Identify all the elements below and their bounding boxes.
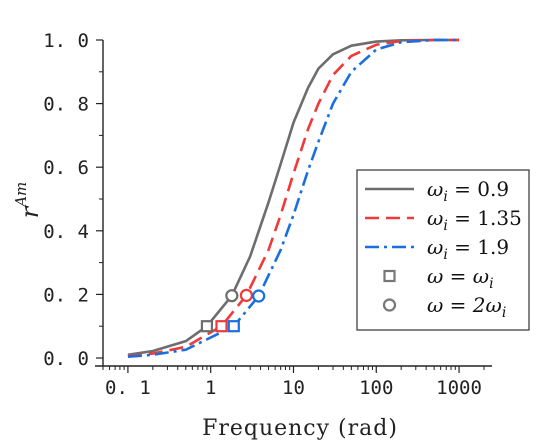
x-axis-title: Frequency (rad) [202,416,398,441]
y-tick-label: 0. 2 [43,284,89,306]
x-tick-label: 0. 1 [105,377,151,399]
y-tick-label: 0. 0 [43,348,89,370]
marker-layer [200,288,266,333]
series-line-1 [127,38,460,357]
legend-marker-square [383,269,396,283]
marker-circle-2 [239,288,254,302]
tick-layer: 0. 0 0. 2 0. 4 0. 6 0. 8 1. 0 0. 1 1 10 100 1000 [43,30,485,399]
y-tick-label: 1. 0 [43,30,89,52]
legend-marker-circle [382,298,397,312]
marker-circle-3 [252,289,266,303]
marker-circle-1 [225,289,239,303]
legend-label-3: ωi = 1.9 [427,235,509,263]
series-line-2 [127,38,460,358]
x-tick-label: 100 [359,377,393,399]
y-tick-label: 0. 8 [43,94,89,116]
marker-square-2 [215,320,228,333]
marker-square-3 [227,320,240,333]
y-tick-label: 0. 6 [43,157,89,179]
x-tick-label: 1 [205,377,216,399]
legend-label-marker-1: ω = ωi [427,264,494,292]
y-axis-title-superscript: Am [12,182,30,209]
legend-label-marker-2: ω = 2ωi [427,293,506,321]
series-layer [127,38,460,359]
series-line-3 [127,38,460,359]
y-tick-label: 0. 4 [43,221,89,243]
svg-text:rAm: rAm [12,182,44,219]
x-tick-label: 10 [282,377,305,399]
marker-square-1 [200,320,214,333]
y-axis-title-base: r [16,205,44,218]
legend-label-2: ωi = 1.35 [427,206,522,234]
y-axis-title: rAm [12,182,44,219]
x-tick-label: 1000 [436,377,482,399]
legend-label-1: ωi = 0.9 [427,177,509,205]
